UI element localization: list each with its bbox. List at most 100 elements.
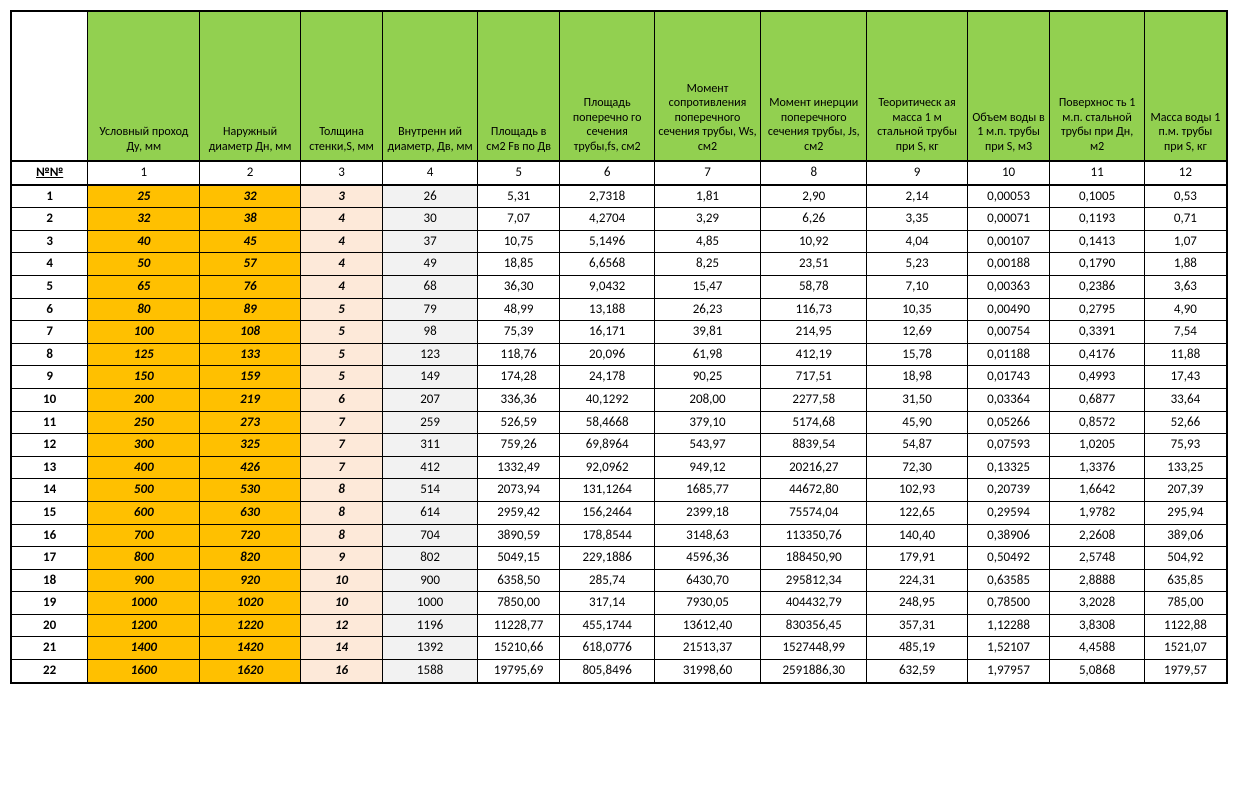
table-cell: 1420: [200, 637, 300, 660]
table-cell: 98: [383, 321, 477, 344]
table-cell: 0,78500: [967, 592, 1050, 615]
table-cell: 600: [88, 501, 200, 524]
table-cell: 0,3391: [1050, 321, 1144, 344]
header-cell: Наружный диаметр Дн, мм: [200, 11, 300, 161]
table-cell: 485,19: [867, 637, 967, 660]
column-number-cell: 2: [200, 161, 300, 185]
table-cell: 8: [300, 524, 383, 547]
column-number-cell: 3: [300, 161, 383, 185]
table-cell: 12: [300, 614, 383, 637]
table-cell: 5,31: [477, 185, 560, 208]
table-cell: 3,29: [654, 208, 760, 231]
table-cell: 188450,90: [761, 547, 867, 570]
table-cell: 2073,94: [477, 479, 560, 502]
table-cell: 174,28: [477, 366, 560, 389]
table-row: 201200122012119611228,77455,174413612,40…: [11, 614, 1227, 637]
table-cell: 179,91: [867, 547, 967, 570]
table-cell: 22: [11, 660, 88, 683]
table-cell: 39,81: [654, 321, 760, 344]
column-number-cell: 11: [1050, 161, 1144, 185]
table-cell: 131,1264: [560, 479, 654, 502]
table-cell: 65: [88, 275, 200, 298]
table-cell: 150: [88, 366, 200, 389]
table-cell: 11228,77: [477, 614, 560, 637]
table-cell: 133,25: [1144, 456, 1227, 479]
table-cell: 4596,36: [654, 547, 760, 570]
table-cell: 19: [11, 592, 88, 615]
table-cell: 1392: [383, 637, 477, 660]
table-cell: 116,73: [761, 298, 867, 321]
table-cell: 2,14: [867, 185, 967, 208]
pipe-properties-table: Условный проход Ду, ммНаружный диаметр Д…: [10, 10, 1228, 684]
table-cell: 50: [88, 253, 200, 276]
header-cell: Момент сопротивления поперечного сечения…: [654, 11, 760, 161]
table-cell: 0,00363: [967, 275, 1050, 298]
table-cell: 530: [200, 479, 300, 502]
table-cell: 0,00071: [967, 208, 1050, 231]
table-cell: 1332,49: [477, 456, 560, 479]
table-cell: 58,78: [761, 275, 867, 298]
table-cell: 1,9782: [1050, 501, 1144, 524]
table-cell: 295812,34: [761, 569, 867, 592]
table-cell: 2,5748: [1050, 547, 1144, 570]
table-cell: 123: [383, 343, 477, 366]
table-cell: 48,99: [477, 298, 560, 321]
column-number-cell: 12: [1144, 161, 1227, 185]
table-cell: 2,8888: [1050, 569, 1144, 592]
table-cell: 19795,69: [477, 660, 560, 683]
table-row: 1340042674121332,4992,0962949,1220216,27…: [11, 456, 1227, 479]
table-cell: 720: [200, 524, 300, 547]
table-cell: 0,1413: [1050, 230, 1144, 253]
table-cell: 6,6568: [560, 253, 654, 276]
table-cell: 717,51: [761, 366, 867, 389]
table-cell: 122,65: [867, 501, 967, 524]
table-row: 710010859875,3916,17139,81214,9512,690,0…: [11, 321, 1227, 344]
table-cell: 5: [11, 275, 88, 298]
table-row: 91501595149174,2824,17890,25717,5118,980…: [11, 366, 1227, 389]
table-cell: 15,78: [867, 343, 967, 366]
table-cell: 8: [11, 343, 88, 366]
table-cell: 1,81: [654, 185, 760, 208]
table-row: 18900920109006358,50285,746430,70295812,…: [11, 569, 1227, 592]
table-cell: 8,25: [654, 253, 760, 276]
table-cell: 400: [88, 456, 200, 479]
table-cell: 4,85: [654, 230, 760, 253]
table-cell: 1620: [200, 660, 300, 683]
table-cell: 273: [200, 411, 300, 434]
header-cell: Поверхнос ть 1 м.п. стальной трубы при Д…: [1050, 11, 1144, 161]
table-cell: 54,87: [867, 434, 967, 457]
table-row: 4505744918,856,65688,2523,515,230,001880…: [11, 253, 1227, 276]
table-cell: 1979,57: [1144, 660, 1227, 683]
table-cell: 2,7318: [560, 185, 654, 208]
table-cell: 0,00188: [967, 253, 1050, 276]
table-cell: 4: [300, 208, 383, 231]
table-cell: 17,43: [1144, 366, 1227, 389]
table-row: 232384307,074,27043,296,263,350,000710,1…: [11, 208, 1227, 231]
table-cell: 1,07: [1144, 230, 1227, 253]
table-row: 125323265,312,73181,812,902,140,000530,1…: [11, 185, 1227, 208]
table-cell: 76: [200, 275, 300, 298]
table-cell: 25: [88, 185, 200, 208]
table-cell: 1122,88: [1144, 614, 1227, 637]
table-cell: 8: [300, 479, 383, 502]
table-cell: 1600: [88, 660, 200, 683]
table-cell: 7,10: [867, 275, 967, 298]
table-cell: 75,93: [1144, 434, 1227, 457]
table-cell: 426: [200, 456, 300, 479]
table-cell: 10,35: [867, 298, 967, 321]
table-cell: 14: [300, 637, 383, 660]
table-cell: 404432,79: [761, 592, 867, 615]
table-row: 1780082098025049,15229,18864596,36188450…: [11, 547, 1227, 570]
table-cell: 1,12288: [967, 614, 1050, 637]
table-cell: 1685,77: [654, 479, 760, 502]
table-cell: 38: [200, 208, 300, 231]
table-cell: 2,2608: [1050, 524, 1144, 547]
table-cell: 156,2464: [560, 501, 654, 524]
table-cell: 250: [88, 411, 200, 434]
table-cell: 0,20739: [967, 479, 1050, 502]
table-cell: 0,38906: [967, 524, 1050, 547]
table-cell: 900: [383, 569, 477, 592]
table-cell: 6430,70: [654, 569, 760, 592]
table-cell: 0,01743: [967, 366, 1050, 389]
table-cell: 80: [88, 298, 200, 321]
